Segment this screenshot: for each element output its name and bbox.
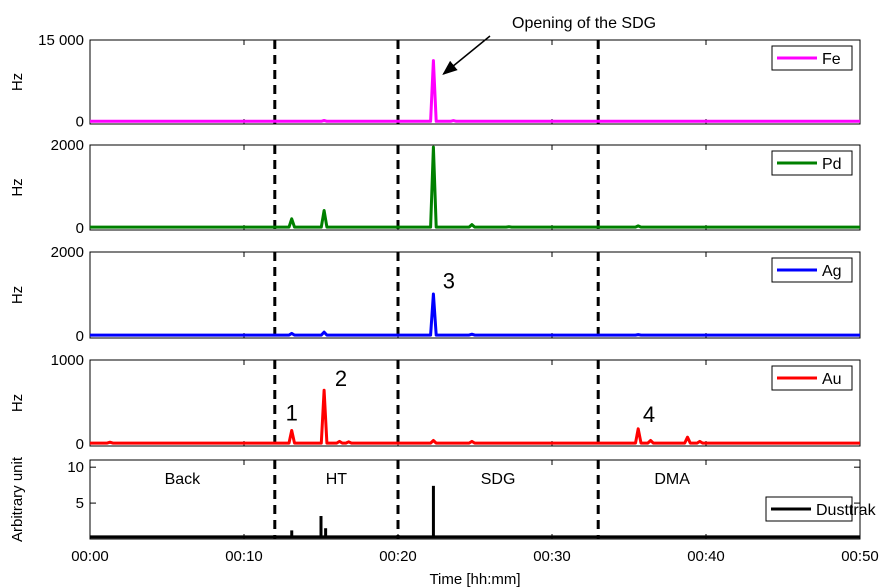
x-tick-label: 00:10 — [225, 548, 263, 565]
y-tick-label: 2000 — [51, 137, 84, 154]
phase-label: DMA — [654, 471, 690, 488]
annotation-arrow — [442, 35, 491, 75]
pd-panel: 0 2000 Hz Pd — [9, 137, 861, 237]
fe-panel: 0 15 000 Hz Fe — [9, 32, 861, 130]
y-axis-label: Hz — [9, 178, 26, 196]
annotation: Opening of the SDG — [442, 15, 656, 75]
legend-label: Au — [822, 371, 842, 388]
x-tick-label: 00:00 — [71, 548, 109, 565]
legend: Fe — [771, 45, 853, 71]
dusttrak-panel: 5 10 Arbitrary unit Dusttrak Back HT SDG DMA — [9, 456, 877, 542]
x-tick-label: 00:20 — [379, 548, 417, 565]
y-tick-label: 0 — [76, 113, 84, 130]
series-line — [90, 59, 860, 123]
y-tick-label: 0 — [76, 220, 84, 237]
plot-area — [89, 144, 861, 231]
peak-label: 2 — [335, 366, 347, 391]
y-tick-label: 10 — [67, 459, 84, 476]
legend-label: Fe — [822, 51, 841, 68]
phase-label: HT — [326, 471, 348, 488]
y-tick-label: 15 000 — [38, 32, 84, 49]
y-axis-label: Arbitrary unit — [9, 456, 26, 542]
legend: Dusttrak — [765, 496, 877, 522]
plot-area — [89, 459, 861, 540]
series-line — [90, 388, 860, 445]
y-axis-label: Hz — [9, 73, 26, 91]
y-tick-label: 0 — [76, 436, 84, 453]
peak-label: 4 — [643, 402, 655, 427]
peak-label: 3 — [443, 268, 455, 293]
y-axis-label: Hz — [9, 286, 26, 304]
x-tick-label: 00:40 — [687, 548, 725, 565]
ag-panel: 0 2000 Hz Ag 3 — [9, 244, 861, 345]
series-line — [90, 292, 860, 337]
au-panel: 0 1000 Hz Au 1 2 4 — [9, 352, 861, 453]
legend-label: Pd — [822, 156, 842, 173]
legend-label: Ag — [822, 263, 842, 280]
y-tick-label: 0 — [76, 328, 84, 345]
x-axis-label: Time [hh:mm] — [429, 571, 520, 588]
legend: Au — [771, 365, 853, 391]
phase-label: Back — [165, 471, 202, 488]
plot-area — [89, 359, 861, 447]
y-tick-label: 1000 — [51, 352, 84, 369]
legend: Pd — [771, 150, 853, 176]
series-line — [90, 145, 860, 229]
plot-area — [89, 39, 861, 125]
legend-label: Dusttrak — [816, 502, 877, 519]
x-tick-label: 00:30 — [533, 548, 571, 565]
peak-label: 1 — [286, 400, 298, 425]
plot-area — [89, 251, 861, 339]
legend: Ag — [771, 257, 853, 283]
y-tick-label: 5 — [76, 495, 84, 512]
phase-label: SDG — [481, 471, 516, 488]
y-axis-label: Hz — [9, 394, 26, 412]
x-tick-label: 00:50 — [841, 548, 879, 565]
y-tick-label: 2000 — [51, 244, 84, 261]
annotation-text: Opening of the SDG — [512, 15, 656, 32]
